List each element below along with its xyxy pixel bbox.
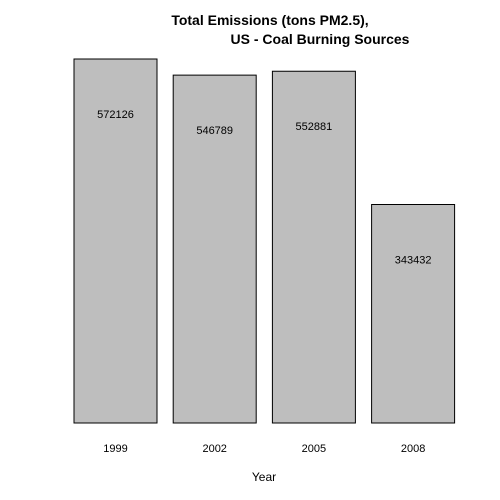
data-label-2002: 546789 (196, 125, 233, 137)
chart-subtitle: US - Coal Burning Sources (231, 31, 410, 47)
chart-title: Total Emissions (tons PM2.5), (171, 12, 368, 28)
data-labels-group: 572126 546789 552881 343432 (97, 109, 431, 267)
bars-group (73, 58, 456, 424)
x-tick-label-2002: 2002 (202, 443, 226, 455)
x-tick-label-1999: 1999 (103, 443, 127, 455)
bar-2005 (271, 70, 356, 424)
x-tick-label-2008: 2008 (401, 443, 425, 455)
x-tick-labels: 1999 2002 2005 2008 (103, 443, 425, 455)
data-label-1999: 572126 (97, 109, 134, 121)
bar-1999 (73, 58, 158, 424)
bar-2008 (371, 204, 456, 424)
bar-2002 (172, 74, 257, 424)
data-label-2005: 552881 (296, 121, 333, 133)
data-label-2008: 343432 (395, 255, 432, 267)
x-axis-label: Year (252, 470, 276, 484)
x-tick-label-2005: 2005 (302, 443, 326, 455)
